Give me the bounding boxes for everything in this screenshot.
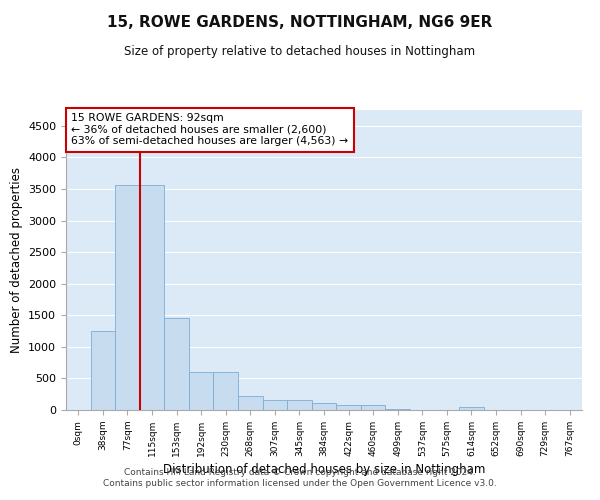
Y-axis label: Number of detached properties: Number of detached properties bbox=[10, 167, 23, 353]
Bar bbox=[214, 372, 238, 410]
Bar bbox=[115, 185, 140, 410]
Bar bbox=[140, 185, 164, 410]
Bar bbox=[91, 331, 115, 410]
Text: 15 ROWE GARDENS: 92sqm
← 36% of detached houses are smaller (2,600)
63% of semi-: 15 ROWE GARDENS: 92sqm ← 36% of detached… bbox=[71, 113, 348, 146]
Text: Contains HM Land Registry data © Crown copyright and database right 2024.
Contai: Contains HM Land Registry data © Crown c… bbox=[103, 468, 497, 487]
X-axis label: Distribution of detached houses by size in Nottingham: Distribution of detached houses by size … bbox=[163, 463, 485, 476]
Bar bbox=[361, 406, 385, 410]
Bar bbox=[263, 400, 287, 410]
Text: Size of property relative to detached houses in Nottingham: Size of property relative to detached ho… bbox=[124, 45, 476, 58]
Bar bbox=[336, 404, 361, 410]
Bar bbox=[385, 409, 410, 410]
Bar bbox=[312, 402, 336, 410]
Bar bbox=[287, 400, 312, 410]
Bar bbox=[238, 396, 263, 410]
Bar bbox=[189, 372, 214, 410]
Bar bbox=[459, 407, 484, 410]
Text: 15, ROWE GARDENS, NOTTINGHAM, NG6 9ER: 15, ROWE GARDENS, NOTTINGHAM, NG6 9ER bbox=[107, 15, 493, 30]
Bar bbox=[164, 318, 189, 410]
